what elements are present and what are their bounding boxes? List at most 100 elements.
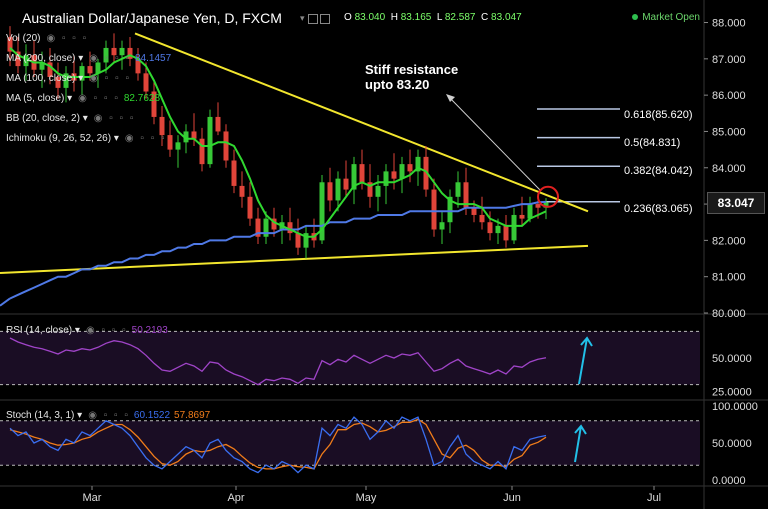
fib-label-0382: 0.382(84.042) (624, 165, 693, 177)
candle-body (207, 116, 213, 165)
indicator-controls[interactable]: ◉ ▫ ▫ ▫ (46, 33, 89, 44)
trendlines (0, 32, 589, 275)
price-tick-label: 81.000 (712, 272, 746, 284)
price-tick-label: 82.000 (712, 235, 746, 247)
low-value: 82.587 (444, 12, 476, 23)
candle-body (367, 182, 373, 197)
candle-body (335, 178, 341, 201)
candle-body (327, 182, 333, 201)
moving-averages (0, 47, 547, 307)
time-tick-label: Jun (503, 492, 521, 504)
candle-body (303, 233, 309, 248)
annotation-arrow-line (447, 95, 541, 191)
last-price-tag: 83.047 (707, 192, 765, 214)
indicator-controls[interactable]: ◉ ▫ ▫ ▫ (88, 410, 130, 421)
rsi-panel: 50.0000 25.0000 (0, 330, 752, 398)
hide-icon[interactable] (320, 13, 331, 24)
candle-body (119, 47, 125, 56)
indicator-label: Vol (20) (6, 33, 41, 44)
settings-icon[interactable] (308, 13, 319, 24)
candle-body (351, 164, 357, 190)
fib-label-0618: 0.618(85.620) (624, 109, 693, 121)
rsi-up-arrow-icon (580, 336, 593, 347)
indicator-label: MA (5, close) (6, 93, 65, 104)
title-dropdown-icon[interactable]: ▾ (300, 13, 331, 24)
indicator-controls[interactable]: ◉ ▫ ▫ ▫ (78, 93, 120, 104)
candle-body (391, 171, 397, 179)
candle-body (407, 164, 413, 172)
indicator-value: 84.1457 (135, 53, 172, 64)
market-status: Market Open (632, 12, 700, 23)
time-axis: Mar Apr May Jun Jul (83, 486, 661, 504)
candle-body (439, 222, 445, 230)
indicator-controls[interactable]: ◉ ▫ ▫ ▫ (89, 53, 131, 64)
indicator-controls[interactable]: ◉ ▫ ▫ ▫ (85, 325, 128, 336)
indicator-label: Ichimoku (9, 26, 52, 26) (6, 133, 112, 144)
candle-body (247, 196, 253, 219)
indicator-ichimoku[interactable]: Ichimoku (9, 26, 52, 26) ▾ ◉ ▫ ▫ ▫ (6, 133, 167, 144)
candle-body (543, 202, 549, 208)
fib-label-0236: 0.236(83.065) (624, 203, 693, 215)
stoch-k-line (9, 416, 547, 474)
candle-body (487, 222, 493, 234)
candle-body (495, 225, 501, 234)
stoch-d-line (9, 418, 547, 470)
rsi-tick-label: 25.0000 (712, 386, 752, 398)
indicator-label: MA (200, close) (6, 53, 76, 64)
indicator-ma5[interactable]: MA (5, close) ▾ ◉ ▫ ▫ ▫ 82.7628 (6, 93, 161, 104)
price-tick-label: 88.000 (712, 18, 746, 30)
indicator-ma200[interactable]: MA (200, close) ▾ ◉ ▫ ▫ ▫ 84.1457 (6, 53, 172, 64)
candle-body (223, 131, 229, 161)
time-tick-label: Jul (647, 492, 661, 504)
candle-body (263, 218, 269, 237)
indicator-label: BB (20, close, 2) (6, 113, 80, 124)
time-tick-label: May (356, 492, 377, 504)
stoch-d-value: 57.8697 (174, 410, 211, 421)
candle-body (199, 138, 205, 165)
ohlc-readout: O 83.040 H 83.165 L 82.587 C 83.047 (344, 12, 522, 23)
fibonacci-levels (537, 108, 620, 203)
candle-body (415, 156, 421, 172)
candle-body (103, 47, 109, 63)
indicator-ma100[interactable]: MA (100, close) ▾ ◉ ▫ ▫ ▫ (6, 73, 131, 84)
indicator-stoch[interactable]: Stoch (14, 3, 1) ▾ ◉ ▫ ▫ ▫ 60.1522 57.8697 (6, 410, 211, 421)
indicator-controls[interactable]: ◉ ▫ ▫ ▫ (93, 113, 136, 124)
indicator-rsi[interactable]: RSI (14, close) ▾ ◉ ▫ ▫ ▫ 50.2193 (6, 325, 168, 336)
indicator-controls[interactable]: ◉ ▫ ▫ ▫ (89, 73, 131, 84)
annotations-graphics (446, 94, 593, 463)
candle-body (159, 116, 165, 136)
upper-trendline (134, 32, 589, 213)
resistance-annotation: Stiff resistance upto 83.20 (365, 62, 495, 92)
candle-body (127, 47, 133, 59)
candle-body (143, 73, 149, 92)
indicator-vol[interactable]: Vol (20) ◉ ▫ ▫ ▫ (6, 33, 88, 44)
price-tick-label: 84.000 (712, 163, 746, 175)
annotation-arrow-head-icon (446, 94, 455, 102)
candle-body (55, 76, 61, 88)
candle-body (7, 37, 13, 52)
candle-body (375, 185, 381, 197)
chart-title: Australian Dollar/Japanese Yen, D, FXCM (22, 10, 282, 26)
candle-body (95, 62, 101, 74)
indicator-controls[interactable]: ◉ ▫ ▫ ▫ (124, 133, 167, 144)
candle-body (383, 171, 389, 186)
indicator-bb[interactable]: BB (20, close, 2) ▾ ◉ ▫ ▫ ▫ (6, 113, 136, 124)
stoch-tick-label: 50.0000 (712, 438, 752, 450)
stoch-tick-label: 100.0000 (712, 401, 758, 413)
candle-body (471, 207, 477, 215)
price-tick-label: 87.000 (712, 54, 746, 66)
candle-body (527, 204, 533, 219)
candle-body (359, 164, 365, 183)
resistance-circle (537, 185, 559, 208)
time-tick-label: Mar (83, 492, 102, 504)
candle-body (255, 218, 261, 237)
stoch-tick-label: 0.0000 (712, 475, 746, 487)
candle-body (399, 164, 405, 179)
candle-body (287, 222, 293, 234)
candle-body (535, 204, 541, 208)
rsi-tick-label: 50.0000 (712, 353, 752, 365)
indicator-label: RSI (14, close) (6, 325, 73, 336)
candle-body (519, 214, 525, 219)
indicator-label: MA (100, close) (6, 73, 76, 84)
candle-body (191, 131, 197, 139)
